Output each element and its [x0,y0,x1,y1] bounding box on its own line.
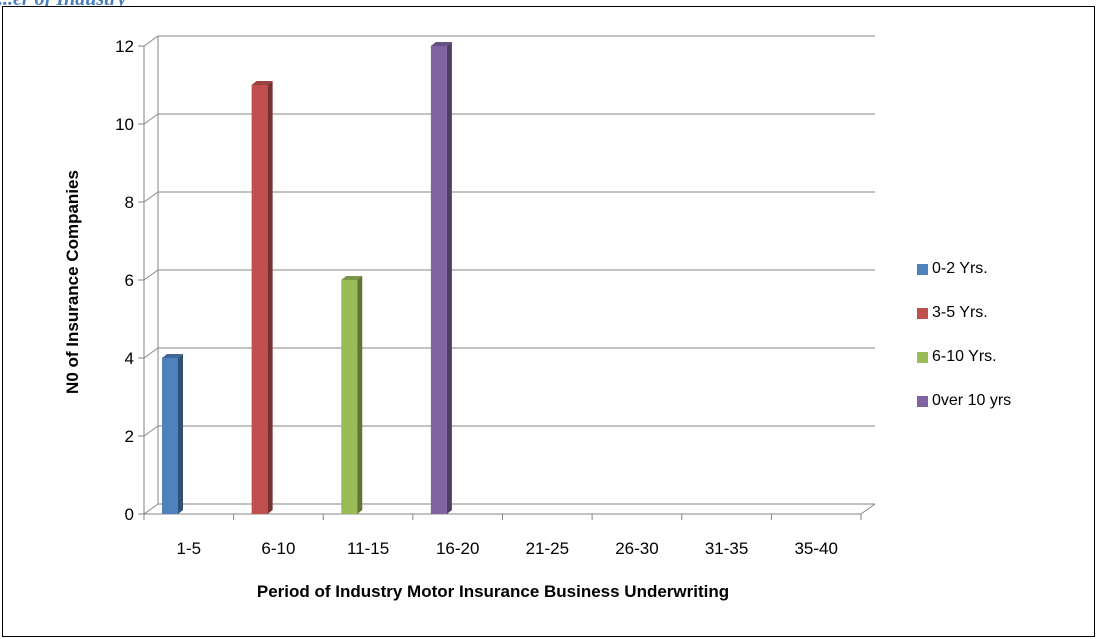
bar-top [251,81,273,85]
y-tick-label: 8 [125,193,134,212]
gridline-side [143,347,159,359]
legend-item: 0ver 10 yrs [917,379,1011,423]
bar-side [267,81,273,514]
legend-item: 3-5 Yrs. [917,291,1011,335]
bar-chart: 0 2 4 6 8 10 12 1-5 6-10 11-15 16-20 21-25 26-30 31-3… [63,35,876,601]
bar [430,42,452,514]
y-tick-label: 6 [125,271,134,290]
legend-label: 0ver 10 yrs [932,392,1012,409]
bar-front [430,46,447,514]
x-tick-label: 16-20 [436,539,479,558]
cut-off-heading: ...er of Industry [0,0,126,11]
bar-side [357,276,363,514]
x-tick-label: 35-40 [794,539,837,558]
x-axis-title: Period of Industry Motor Insurance Busin… [257,582,729,601]
axes [138,45,876,520]
bar-front [341,280,358,514]
bar-side [446,42,452,514]
legend-item: 0-2 Yrs. [917,247,1011,291]
gridlines [143,35,875,515]
bar [251,81,273,514]
bar-front [251,85,268,514]
legend-swatch [917,307,928,319]
bar-top [430,42,452,46]
x-tick-label: 6-10 [261,539,295,558]
gridline-side [143,35,159,47]
legend-swatch [917,351,928,363]
x-tick-label: 11-15 [347,539,389,558]
y-tick-label: 0 [125,505,134,524]
gridline-side [143,503,159,515]
floor-side-edge [860,503,876,515]
tick-labels: 0 2 4 6 8 10 12 1-5 6-10 11-15 16-20 21-25 26-30 31-3… [115,37,838,558]
y-axis-title: N0 of Insurance Companies [63,170,82,394]
gridline-side [143,269,159,281]
gridline-side [143,113,159,125]
legend-label: 6-10 Yrs. [932,348,997,365]
bar-front [162,358,178,514]
x-tick-label: 26-30 [615,539,658,558]
chart-frame: 0 2 4 6 8 10 12 1-5 6-10 11-15 16-20 21-25 26-30 31-3… [2,6,1095,637]
x-tick-label: 21-25 [526,539,569,558]
legend-label: 3-5 Yrs. [932,304,988,321]
y-tick-label: 2 [125,427,134,446]
bar-side [178,354,183,514]
y-tick-label: 10 [115,115,134,134]
bar-top [341,276,363,280]
y-tick-label: 4 [125,349,134,368]
legend-swatch [917,263,928,275]
bar [341,276,363,514]
gridline-side [143,425,159,437]
legend-label: 0-2 Yrs. [932,260,988,277]
legend-item: 6-10 Yrs. [917,335,1011,379]
bar [162,354,183,514]
gridline-side [143,191,159,203]
x-tick-label: 31-35 [705,539,748,558]
legend-swatch [917,395,928,407]
y-tick-label: 12 [115,37,134,56]
bars [162,42,452,514]
legend: 0-2 Yrs. 3-5 Yrs. 6-10 Yrs. 0ver 10 yrs [917,247,1011,423]
bar-top [162,354,183,358]
x-tick-label: 1-5 [177,539,202,558]
